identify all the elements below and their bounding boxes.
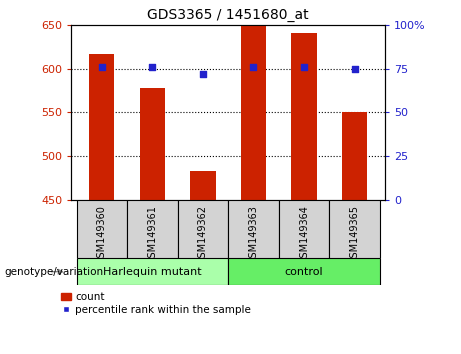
Point <box>301 64 308 70</box>
Point <box>199 71 207 77</box>
Bar <box>228 258 380 285</box>
Text: GSM149365: GSM149365 <box>349 205 360 264</box>
Bar <box>279 200 329 258</box>
Text: Harlequin mutant: Harlequin mutant <box>103 267 201 277</box>
Title: GDS3365 / 1451680_at: GDS3365 / 1451680_at <box>148 8 309 22</box>
Bar <box>291 33 317 200</box>
Legend: count, percentile rank within the sample: count, percentile rank within the sample <box>60 292 251 315</box>
Bar <box>190 171 216 200</box>
Text: GSM149362: GSM149362 <box>198 205 208 264</box>
Bar <box>228 200 279 258</box>
Point <box>148 64 156 70</box>
Bar <box>127 200 177 258</box>
Point <box>250 64 257 70</box>
Bar <box>89 54 114 200</box>
Point <box>98 64 106 70</box>
Bar <box>140 88 165 200</box>
Text: GSM149363: GSM149363 <box>248 205 259 264</box>
Bar <box>342 113 367 200</box>
Bar <box>177 200 228 258</box>
Bar <box>329 200 380 258</box>
Point <box>351 66 358 72</box>
Bar <box>77 258 228 285</box>
Text: genotype/variation: genotype/variation <box>5 267 104 277</box>
Text: GSM149360: GSM149360 <box>97 205 107 264</box>
Bar <box>241 25 266 200</box>
Text: GSM149361: GSM149361 <box>148 205 157 264</box>
Bar <box>77 200 127 258</box>
Text: control: control <box>285 267 323 277</box>
Text: GSM149364: GSM149364 <box>299 205 309 264</box>
